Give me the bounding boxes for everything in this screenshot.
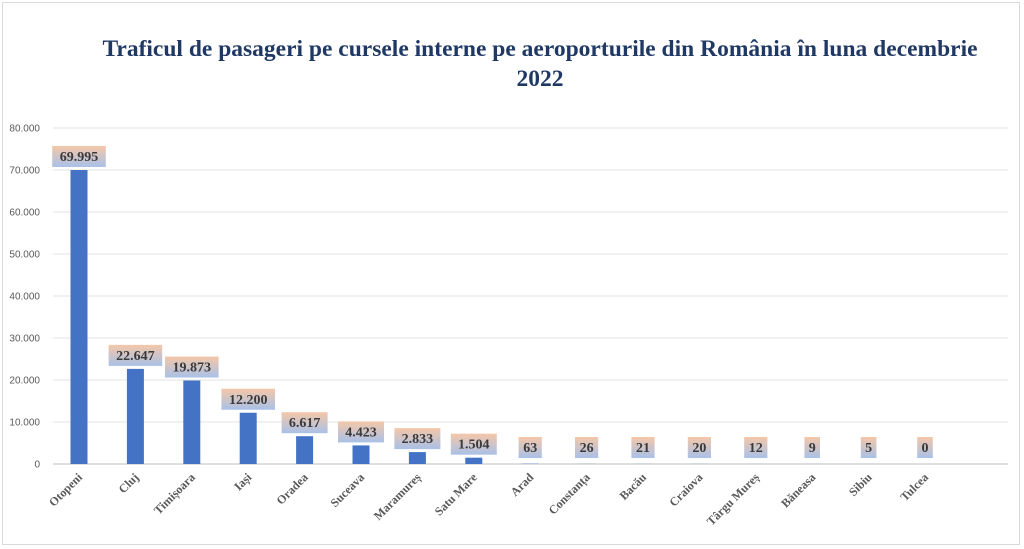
y-tick-label: 70.000	[9, 166, 40, 177]
data-label: 19.873	[173, 361, 212, 376]
data-label: 2.833	[402, 432, 434, 447]
bar	[408, 452, 426, 464]
data-label: 26	[580, 441, 594, 456]
x-tick-label: Constanța	[546, 470, 594, 518]
x-tick-label: Satu Mare	[432, 470, 481, 519]
x-tick-label: Craiova	[666, 470, 705, 509]
data-label: 5	[865, 441, 872, 456]
bar	[126, 368, 144, 464]
x-axis: Otopeni Cluj Timișoara Iași Oradea Suceava Mar…	[46, 470, 931, 529]
data-label: 63	[523, 441, 537, 456]
data-label-box	[394, 428, 441, 450]
data-label-box	[575, 437, 599, 458]
data-label-box	[108, 344, 163, 366]
data-label: 1.504	[458, 438, 490, 453]
bar	[70, 170, 88, 464]
chart-title: Traficul de pasageri pe cursele interne …	[102, 36, 978, 92]
data-label: 12	[749, 441, 763, 456]
y-tick-label: 60.000	[9, 208, 40, 219]
y-tick-label: 40.000	[9, 292, 40, 303]
x-tick-label: Sibiu	[846, 470, 875, 499]
data-label: 20	[692, 441, 706, 456]
x-tick-label: Oradea	[273, 470, 310, 507]
x-tick-label: Bacău	[617, 470, 650, 503]
bar	[465, 457, 483, 464]
x-tick-label: Băneasa	[778, 470, 818, 510]
x-tick-label: Iași	[231, 470, 255, 494]
x-tick-label: Arad	[508, 470, 537, 499]
data-label-box	[631, 437, 655, 458]
bar	[296, 436, 314, 464]
x-tick-label: Cluj	[116, 470, 142, 496]
data-label: 6.617	[289, 416, 321, 431]
data-label-box	[687, 437, 711, 458]
gridlines	[53, 127, 1008, 465]
x-tick-label: Tulcea	[897, 470, 931, 504]
y-tick-label: 30.000	[9, 334, 40, 345]
data-label: 9	[809, 441, 816, 456]
data-label: 0	[922, 441, 929, 456]
data-label-box	[450, 433, 497, 455]
data-label-box	[518, 437, 542, 458]
data-labels: 69.995 22.647 19.873 12.200 6.617 4.423 2.833 1…	[52, 146, 933, 458]
data-label-box	[917, 437, 933, 458]
data-label-box	[804, 437, 820, 458]
data-label: 4.423	[345, 425, 377, 440]
bar	[352, 445, 370, 464]
y-tick-label: 0	[34, 460, 40, 471]
bars	[70, 170, 878, 464]
y-tick-label: 20.000	[9, 376, 40, 387]
x-tick-label: Maramureș	[371, 470, 425, 524]
y-tick-label: 10.000	[9, 418, 40, 429]
data-label: 22.647	[116, 349, 155, 364]
data-label: 21	[636, 441, 650, 456]
y-axis: 0 10.000 20.000 30.000 40.000 50.000 60.000 70.…	[9, 124, 40, 471]
x-tick-label: Suceava	[328, 470, 368, 510]
data-label-box	[52, 146, 106, 168]
y-tick-label: 50.000	[9, 250, 40, 261]
y-tick-label: 80.000	[9, 124, 40, 135]
data-label: 69.995	[60, 150, 99, 165]
x-tick-label: Timișoara	[151, 470, 199, 518]
x-tick-label: Otopeni	[46, 470, 86, 510]
data-label-box	[221, 388, 275, 410]
data-label-box	[338, 421, 384, 443]
data-label: 12.200	[229, 393, 268, 408]
data-label-box	[744, 437, 768, 458]
x-tick-label: Târgu Mureș	[704, 470, 763, 529]
data-label-box	[165, 356, 219, 378]
bar	[183, 380, 201, 464]
data-label-box	[281, 412, 328, 434]
bar	[239, 412, 257, 464]
data-label-box	[860, 437, 877, 458]
